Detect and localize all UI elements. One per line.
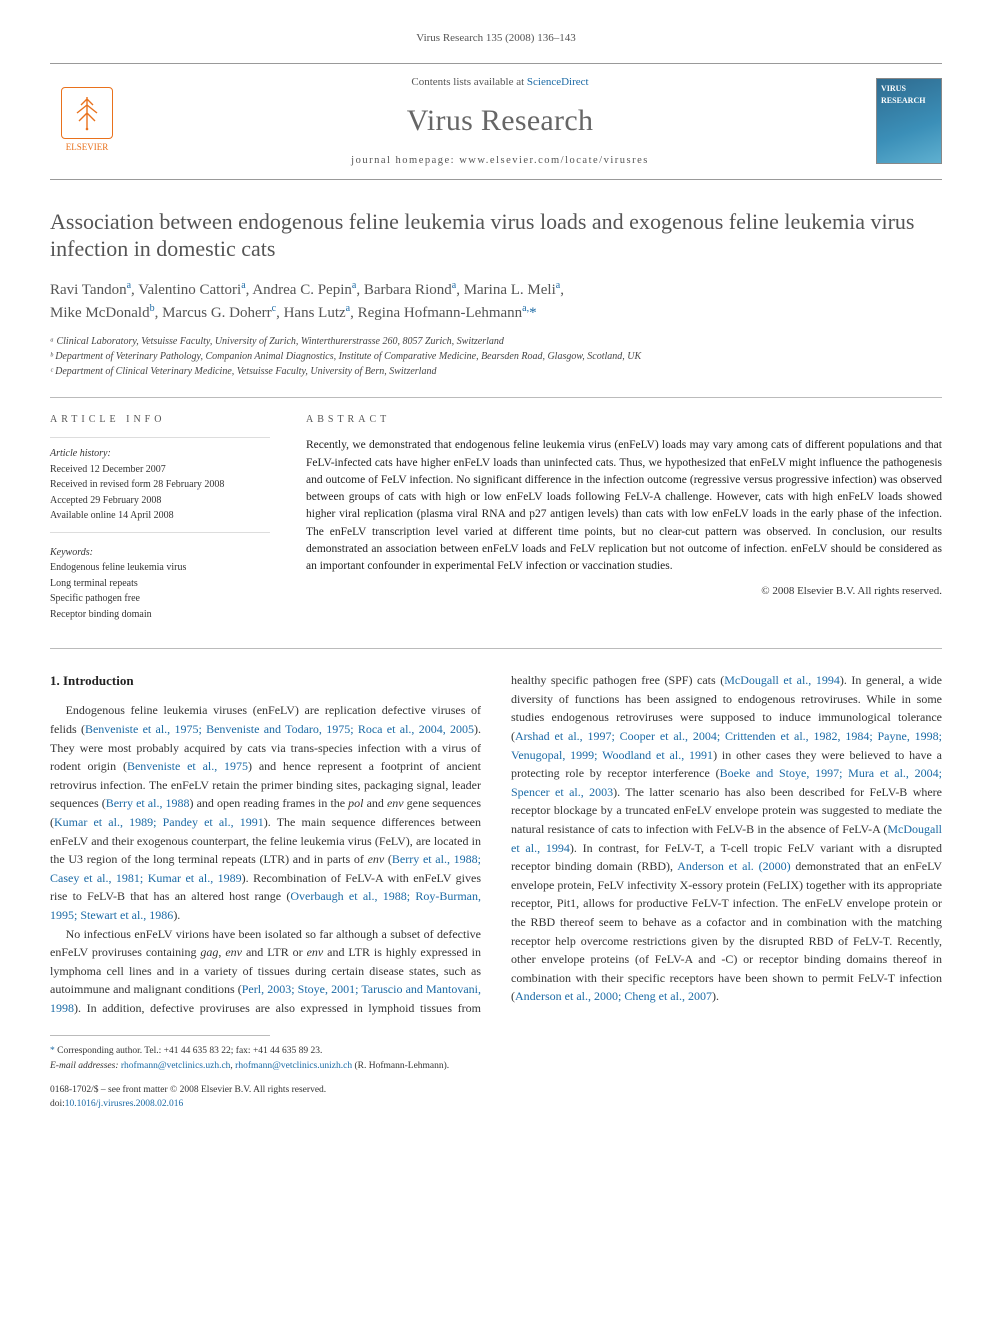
history-online: Available online 14 April 2008	[50, 508, 270, 524]
keyword: Specific pathogen free	[50, 591, 270, 607]
keyword: Endogenous feline leukemia virus	[50, 560, 270, 576]
journal-cover-thumb: VIRUS RESEARCH	[876, 78, 942, 164]
abstract-heading: ABSTRACT	[306, 412, 942, 427]
affiliation-a: ᵃ Clinical Laboratory, Vetsuisse Faculty…	[50, 334, 942, 349]
doi-line: doi:10.1016/j.virusres.2008.02.016	[50, 1097, 942, 1111]
sciencedirect-link[interactable]: ScienceDirect	[527, 76, 589, 88]
keywords-label: Keywords:	[50, 545, 270, 561]
history-accepted: Accepted 29 February 2008	[50, 493, 270, 509]
authors-line-1: Ravi Tandona, Valentino Cattoria, Andrea…	[50, 279, 942, 302]
front-matter-line: 0168-1702/$ – see front matter © 2008 El…	[50, 1083, 942, 1097]
doi-block: 0168-1702/$ – see front matter © 2008 El…	[50, 1083, 942, 1112]
affiliations: ᵃ Clinical Laboratory, Vetsuisse Faculty…	[50, 334, 942, 379]
affiliation-c: ᶜ Department of Clinical Veterinary Medi…	[50, 364, 942, 379]
running-head: Virus Research 135 (2008) 136–143	[50, 30, 942, 47]
affiliation-b: ᵇ Department of Veterinary Pathology, Co…	[50, 349, 942, 364]
abstract-copyright: © 2008 Elsevier B.V. All rights reserved…	[306, 583, 942, 600]
contents-line: Contents lists available at ScienceDirec…	[138, 74, 862, 91]
footnotes: * Corresponding author. Tel.: +41 44 635…	[50, 1044, 942, 1073]
corresponding-author: * Corresponding author. Tel.: +41 44 635…	[50, 1044, 942, 1058]
footnote-separator	[50, 1035, 270, 1036]
homepage-link[interactable]: www.elsevier.com/locate/virusres	[459, 155, 649, 166]
article-history: Article history: Received 12 December 20…	[50, 437, 270, 533]
homepage-line: journal homepage: www.elsevier.com/locat…	[138, 153, 862, 169]
journal-name: Virus Research	[138, 98, 862, 143]
article-info: ARTICLE INFO Article history: Received 1…	[50, 412, 270, 634]
email-line: E-mail addresses: rhofmann@vetclinics.uz…	[50, 1059, 942, 1073]
abstract: ABSTRACT Recently, we demonstrated that …	[306, 412, 942, 634]
history-label: Article history:	[50, 446, 270, 462]
citation-link[interactable]: Benveniste et al., 1975	[127, 759, 248, 773]
cover-label-bottom: RESEARCH	[881, 95, 937, 107]
citation-link[interactable]: Berry et al., 1988	[106, 796, 190, 810]
body-columns: 1. Introduction Endogenous feline leukem…	[50, 671, 942, 1017]
email-link[interactable]: rhofmann@vetclinics.unizh.ch	[235, 1061, 352, 1071]
keywords-block: Keywords: Endogenous feline leukemia vir…	[50, 545, 270, 623]
history-received: Received 12 December 2007	[50, 462, 270, 478]
cover-label-top: VIRUS	[881, 83, 937, 95]
keyword: Long terminal repeats	[50, 576, 270, 592]
citation-link[interactable]: Anderson et al., 2000; Cheng et al., 200…	[515, 989, 712, 1003]
contents-prefix: Contents lists available at	[411, 76, 526, 88]
citation-link[interactable]: Anderson et al. (2000)	[677, 859, 790, 873]
para-1: Endogenous feline leukemia viruses (enFe…	[50, 701, 481, 924]
elsevier-tree-icon	[61, 87, 113, 139]
article-title: Association between endogenous feline le…	[50, 208, 942, 263]
abstract-text: Recently, we demonstrated that endogenou…	[306, 437, 942, 575]
keyword: Receptor binding domain	[50, 607, 270, 623]
citation-link[interactable]: Benveniste et al., 1975; Benveniste and …	[85, 722, 474, 736]
history-revised: Received in revised form 28 February 200…	[50, 477, 270, 493]
elsevier-logo: ELSEVIER	[50, 80, 124, 162]
citation-link[interactable]: Kumar et al., 1989; Pandey et al., 1991	[54, 815, 264, 829]
email-link[interactable]: rhofmann@vetclinics.uzh.ch	[121, 1061, 231, 1071]
authors: Ravi Tandona, Valentino Cattoria, Andrea…	[50, 279, 942, 325]
meta-band: ARTICLE INFO Article history: Received 1…	[50, 397, 942, 649]
citation-link[interactable]: McDougall et al., 1994	[724, 673, 840, 687]
masthead-center: Contents lists available at ScienceDirec…	[138, 74, 862, 169]
elsevier-label: ELSEVIER	[66, 141, 109, 155]
article-info-heading: ARTICLE INFO	[50, 412, 270, 427]
masthead: ELSEVIER Contents lists available at Sci…	[50, 63, 942, 180]
doi-link[interactable]: 10.1016/j.virusres.2008.02.016	[65, 1099, 183, 1109]
section-1-heading: 1. Introduction	[50, 671, 481, 691]
authors-line-2: Mike McDonaldb, Marcus G. Doherrc, Hans …	[50, 302, 942, 325]
homepage-prefix: journal homepage:	[351, 155, 459, 166]
